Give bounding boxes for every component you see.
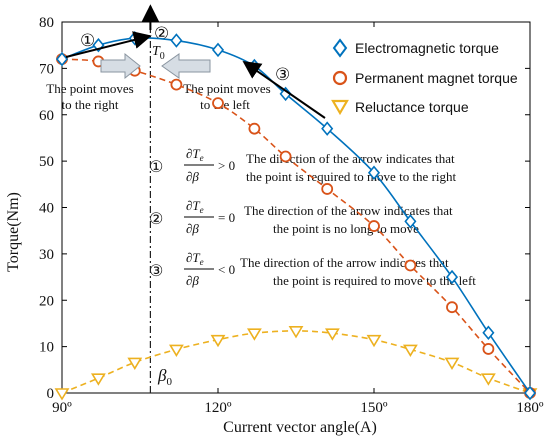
- y-tick-label: 30: [39, 247, 54, 263]
- y-tick-label: 10: [39, 340, 54, 356]
- arrow-1-on-curve: [65, 31, 152, 58]
- series-2-point: [444, 357, 460, 370]
- series-0-point: [321, 121, 334, 136]
- y-axis-title: Torque(Nm): [5, 192, 22, 272]
- y-tick-label: 70: [39, 61, 54, 77]
- move-left-line1: The point moves: [183, 81, 270, 96]
- circled-number-1-cond: ①: [149, 159, 163, 176]
- frac1-num: ∂Te: [186, 146, 204, 163]
- series-1-point: [321, 183, 334, 195]
- series-2-point: [480, 373, 496, 386]
- series-2-point: [288, 326, 304, 339]
- legend-label-electromagnetic: Electromagnetic torque: [355, 40, 499, 56]
- cond3-line1: The direction of the arrow indicates tha…: [240, 255, 449, 270]
- cond3-line2: the point is required to move to the lef…: [273, 273, 476, 288]
- series-0-point: [445, 269, 459, 285]
- series-1-point: [248, 122, 261, 135]
- legend-marker-circle: [332, 70, 348, 86]
- series-0-point: [404, 214, 417, 229]
- circled-number-1-top: ①: [80, 31, 95, 50]
- series-2-point: [366, 334, 382, 348]
- legend-label-reluctance: Reluctance torque: [355, 99, 469, 115]
- frac2-den: ∂β: [186, 221, 199, 236]
- beta0-label: β0: [157, 366, 172, 388]
- series-2-point: [246, 328, 262, 341]
- circled-number-3-top: ③: [275, 65, 290, 84]
- cond2-line1: The direction of the arrow indicates tha…: [244, 203, 453, 218]
- t0-label: T0: [152, 44, 165, 62]
- series-1-point: [279, 150, 292, 163]
- block-arrow-left: [161, 53, 211, 79]
- move-right-line1: The point moves: [46, 81, 133, 96]
- x-tick-label: 120º: [204, 400, 232, 416]
- series-2-point: [210, 334, 226, 348]
- y-tick-label: 20: [39, 293, 54, 309]
- plot-layer: 0 10 20 30 40 50 60 70 80 90º 120º 150º 180º: [39, 4, 544, 416]
- block-arrow-right: [100, 52, 141, 80]
- series-2-point: [90, 373, 106, 386]
- legend-item-permanent-magnet: Permanent magnet torque: [332, 70, 518, 86]
- series-1-point: [446, 301, 458, 314]
- x-tick-label: 90º: [52, 400, 72, 416]
- series-0-point: [482, 325, 495, 340]
- arrow-3-on-curve: [242, 60, 326, 119]
- series-1-point: [404, 259, 417, 272]
- frac3-den: ∂β: [186, 273, 199, 288]
- frac3-num: ∂Te: [186, 250, 204, 267]
- series-0-point: [170, 33, 183, 48]
- series-0-point: [211, 42, 225, 58]
- cond1-line1: The direction of the arrow indicates tha…: [246, 151, 455, 166]
- cond2-op: = 0: [218, 210, 235, 225]
- series-2-point: [402, 344, 418, 357]
- series-1-point: [482, 343, 495, 355]
- cond3-op: < 0: [218, 262, 235, 277]
- x-tick-label: 180º: [516, 400, 544, 416]
- move-left-line2: to the left: [200, 97, 250, 112]
- move-right-line2: to the right: [61, 97, 118, 112]
- legend-marker-diamond: [332, 38, 348, 58]
- legend-label-permanent-magnet: Permanent magnet torque: [355, 70, 518, 86]
- y-tick-label: 40: [39, 201, 54, 217]
- series-1-point: [212, 97, 224, 110]
- x-axis-title: Current vector angle(A): [223, 419, 377, 436]
- cond1-line2: the point is required to move to the rig…: [246, 169, 457, 184]
- series-0-point: [367, 165, 381, 180]
- series-0-point: [55, 51, 69, 67]
- cond1-op: > 0: [218, 158, 235, 173]
- frac1-den: ∂β: [186, 169, 199, 184]
- y-tick-label: 60: [39, 108, 54, 124]
- y-tick-label: 80: [39, 15, 54, 31]
- y-tick-label: 50: [39, 154, 54, 170]
- circled-number-3-cond: ③: [149, 263, 163, 280]
- series-2-point: [324, 328, 340, 341]
- series-1-point: [170, 78, 183, 91]
- legend-item-reluctance: Reluctance torque: [331, 99, 469, 116]
- series-1-point: [368, 220, 380, 232]
- cond2-line2: the point is no long to move: [273, 221, 419, 236]
- series-2-point: [127, 357, 143, 370]
- x-tick-label: 150º: [360, 400, 388, 416]
- circled-number-2-cond: ②: [149, 211, 163, 228]
- legend-marker-triangle: [331, 99, 349, 116]
- series-0-point: [523, 385, 537, 401]
- series-2-point: [54, 388, 70, 401]
- series-2-point: [168, 344, 184, 357]
- legend: Electromagnetic torque Permanent magnet …: [331, 38, 518, 116]
- legend-item-electromagnetic: Electromagnetic torque: [332, 38, 499, 58]
- y-tick-label: 0: [47, 386, 55, 402]
- frac2-num: ∂Te: [186, 198, 204, 215]
